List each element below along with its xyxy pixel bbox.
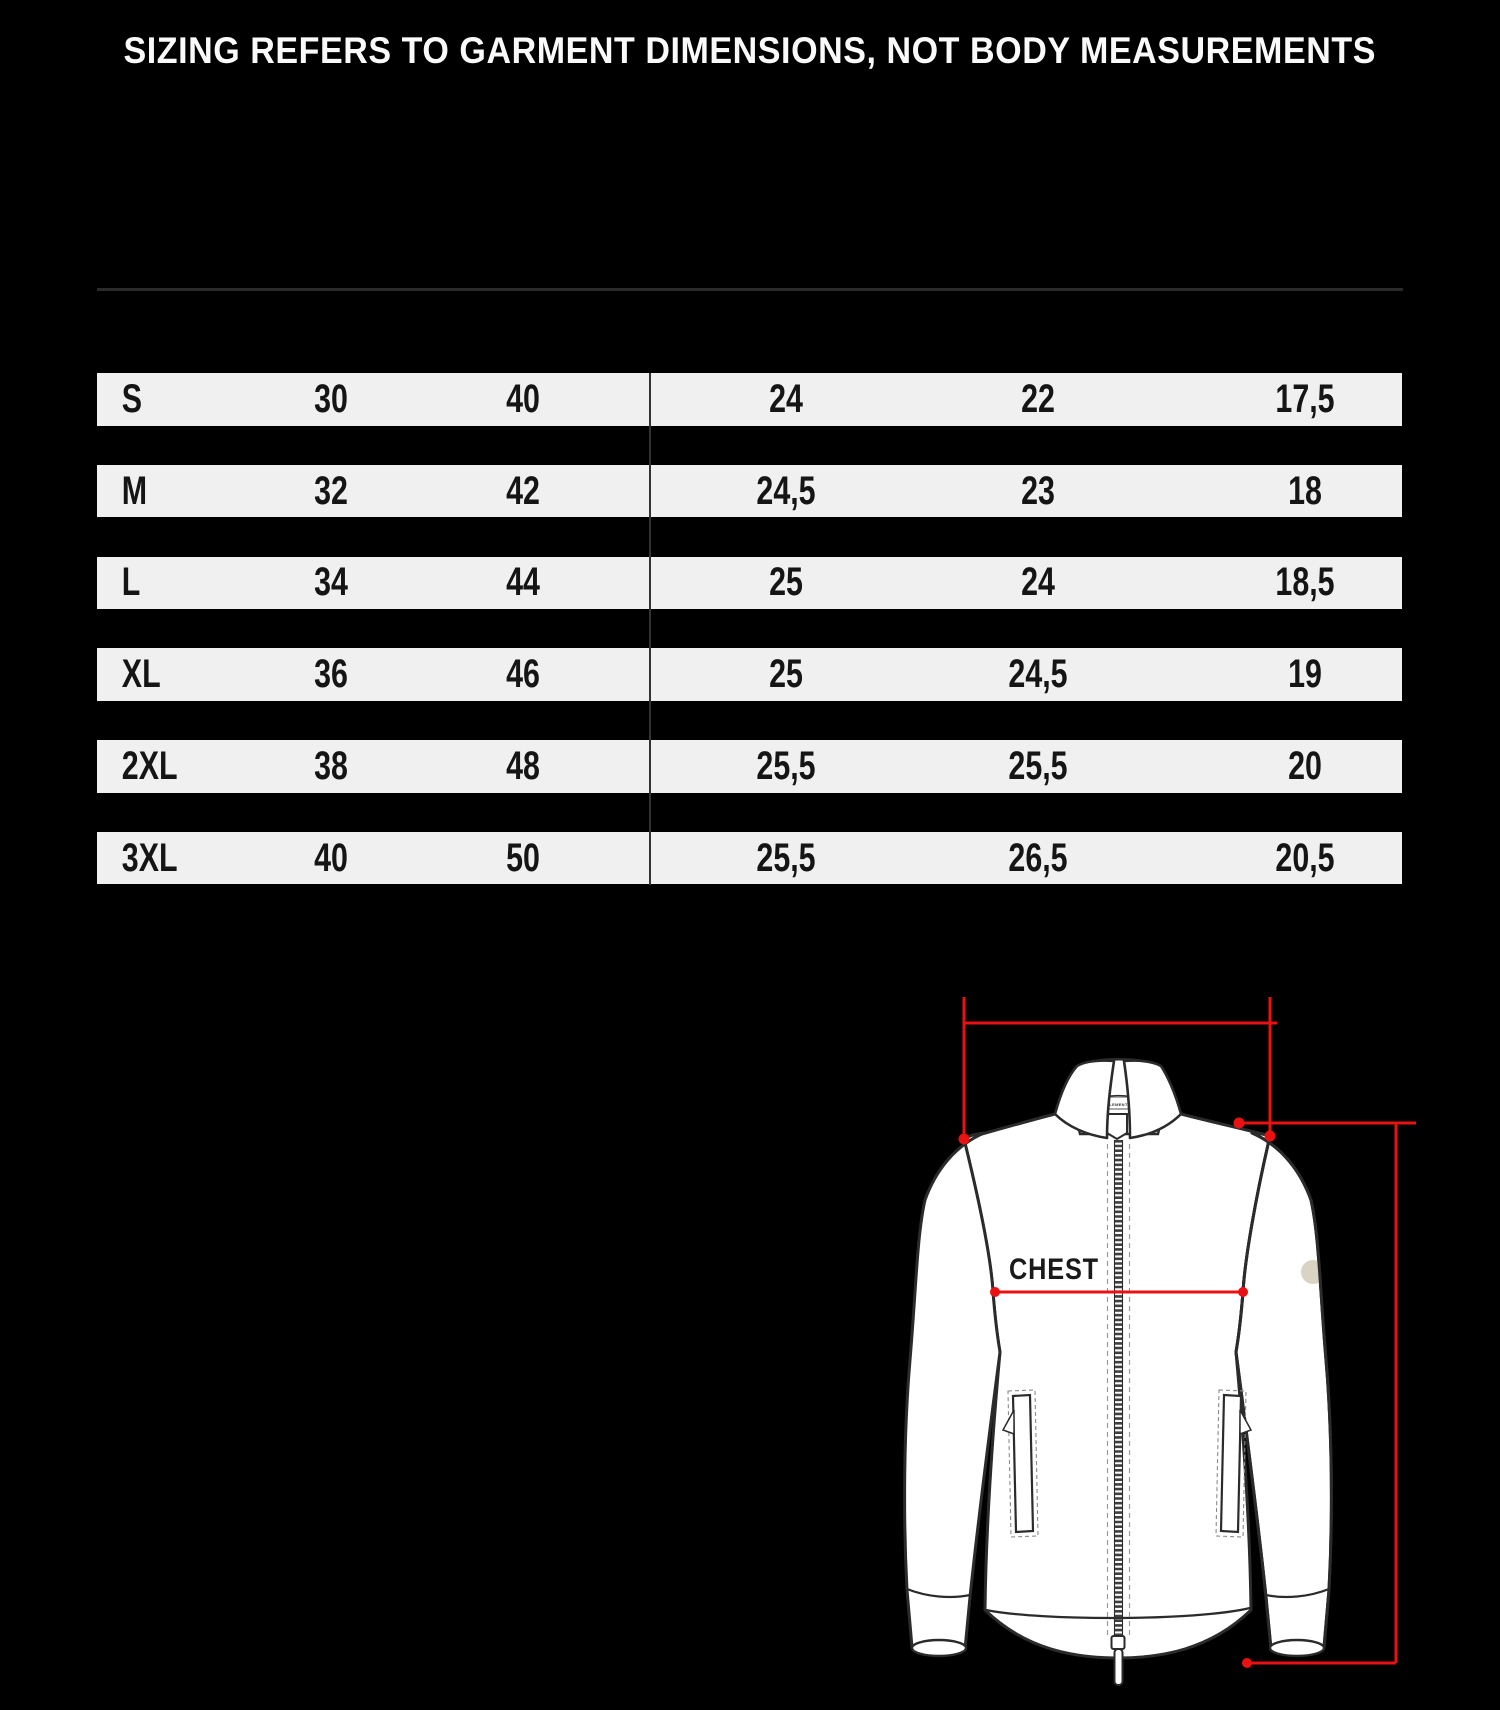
size-cell: 3XL	[121, 835, 178, 880]
value-cell: 25	[769, 652, 803, 696]
size-cell: M	[121, 468, 148, 513]
jacket-zipper	[1106, 1140, 1131, 1686]
size-cell: 2XL	[121, 743, 178, 788]
value-cell: 18,5	[1275, 560, 1335, 605]
value-cell: 40	[506, 376, 540, 421]
value-cell: 24	[1021, 560, 1055, 605]
size-table: S 30 40 24 22 17,5 M 32 42 24,5 23 18 L …	[97, 373, 1402, 885]
value-cell: 50	[506, 835, 540, 880]
header-divider-rule	[97, 288, 1403, 291]
value-cell: 25,5	[1008, 743, 1068, 788]
value-cell: 25,5	[756, 835, 816, 880]
value-cell: 36	[314, 652, 348, 696]
right-cuff-seam	[1265, 1587, 1330, 1599]
sleeve-top-dot	[1233, 1117, 1245, 1129]
jacket-pockets	[1001, 1389, 1253, 1538]
right-pocket-welt	[1219, 1393, 1243, 1534]
chest-left-dot	[990, 1287, 1000, 1297]
value-cell: 23	[1021, 468, 1055, 513]
left-cuff-opening	[910, 1638, 968, 1658]
size-cell: S	[121, 376, 143, 421]
value-cell: 38	[314, 743, 348, 788]
value-cell: 44	[506, 560, 540, 605]
value-cell: 42	[506, 468, 540, 513]
sleeve-bottom-dot	[1242, 1658, 1252, 1668]
collar-left	[1053, 1059, 1116, 1140]
value-cell: 17,5	[1275, 376, 1335, 421]
value-cell: 34	[314, 560, 348, 605]
size-cell: XL	[121, 652, 161, 696]
value-cell: 18	[1288, 468, 1322, 513]
page-title-text: SIZING REFERS TO GARMENT DIMENSIONS, NOT…	[123, 30, 1377, 71]
value-cell: 48	[506, 743, 540, 788]
table-row: 3XL 40 50 25,5 26,5 20,5	[97, 831, 1402, 885]
value-cell: 20,5	[1275, 835, 1335, 880]
value-cell: 26,5	[1008, 835, 1068, 880]
value-cell: 46	[506, 652, 540, 696]
zipper-slider	[1110, 1635, 1126, 1650]
table-row: L 34 44 25 24 18,5	[97, 556, 1402, 609]
jacket-sleeves	[903, 1131, 1333, 1658]
table-row: XL 36 46 25 24,5 19	[97, 648, 1402, 701]
value-cell: 30	[314, 376, 348, 421]
table-column-divider-line	[649, 373, 651, 885]
value-cell: 22	[1021, 376, 1055, 421]
jacket-measurement-diagram: ELEMENT CHEST	[903, 997, 1416, 1686]
value-cell: 19	[1288, 652, 1322, 696]
hem-seam	[985, 1606, 1251, 1620]
collar-right	[1122, 1059, 1183, 1140]
size-cell: L	[121, 560, 141, 605]
chest-right-dot	[1238, 1287, 1248, 1297]
left-pocket-welt	[1011, 1393, 1035, 1534]
value-cell: 40	[314, 835, 348, 880]
value-cell: 32	[314, 468, 348, 513]
value-cell: 25	[769, 560, 803, 605]
collar-brand-label: ELEMENT	[1106, 1102, 1127, 1107]
chest-label: CHEST	[1009, 1253, 1099, 1286]
value-cell: 25,5	[756, 743, 816, 788]
table-row: 2XL 38 48 25,5 25,5 20	[97, 740, 1402, 793]
measurement-lines: CHEST	[958, 997, 1416, 1668]
table-row: S 30 40 24 22 17,5	[97, 373, 1402, 426]
zipper-garage	[1106, 1113, 1128, 1141]
value-cell: 24,5	[756, 468, 816, 513]
left-pocket-bartack	[1001, 1409, 1015, 1436]
jacket-collar: ELEMENT	[1053, 1058, 1183, 1141]
value-cell: 24,5	[1008, 652, 1068, 696]
page-title: SIZING REFERS TO GARMENT DIMENSIONS, NOT…	[0, 30, 1500, 72]
left-cuff-seam	[906, 1587, 971, 1599]
shoulder-left-dot	[958, 1133, 970, 1145]
zipper-pull-tab	[1113, 1648, 1124, 1686]
shoulder-right-dot	[1264, 1130, 1276, 1142]
value-cell: 20	[1288, 743, 1322, 788]
right-pocket-bartack	[1239, 1409, 1253, 1436]
table-row: M 32 42 24,5 23 18	[97, 464, 1402, 518]
right-cuff-opening	[1268, 1638, 1326, 1658]
value-cell: 24	[769, 376, 803, 421]
